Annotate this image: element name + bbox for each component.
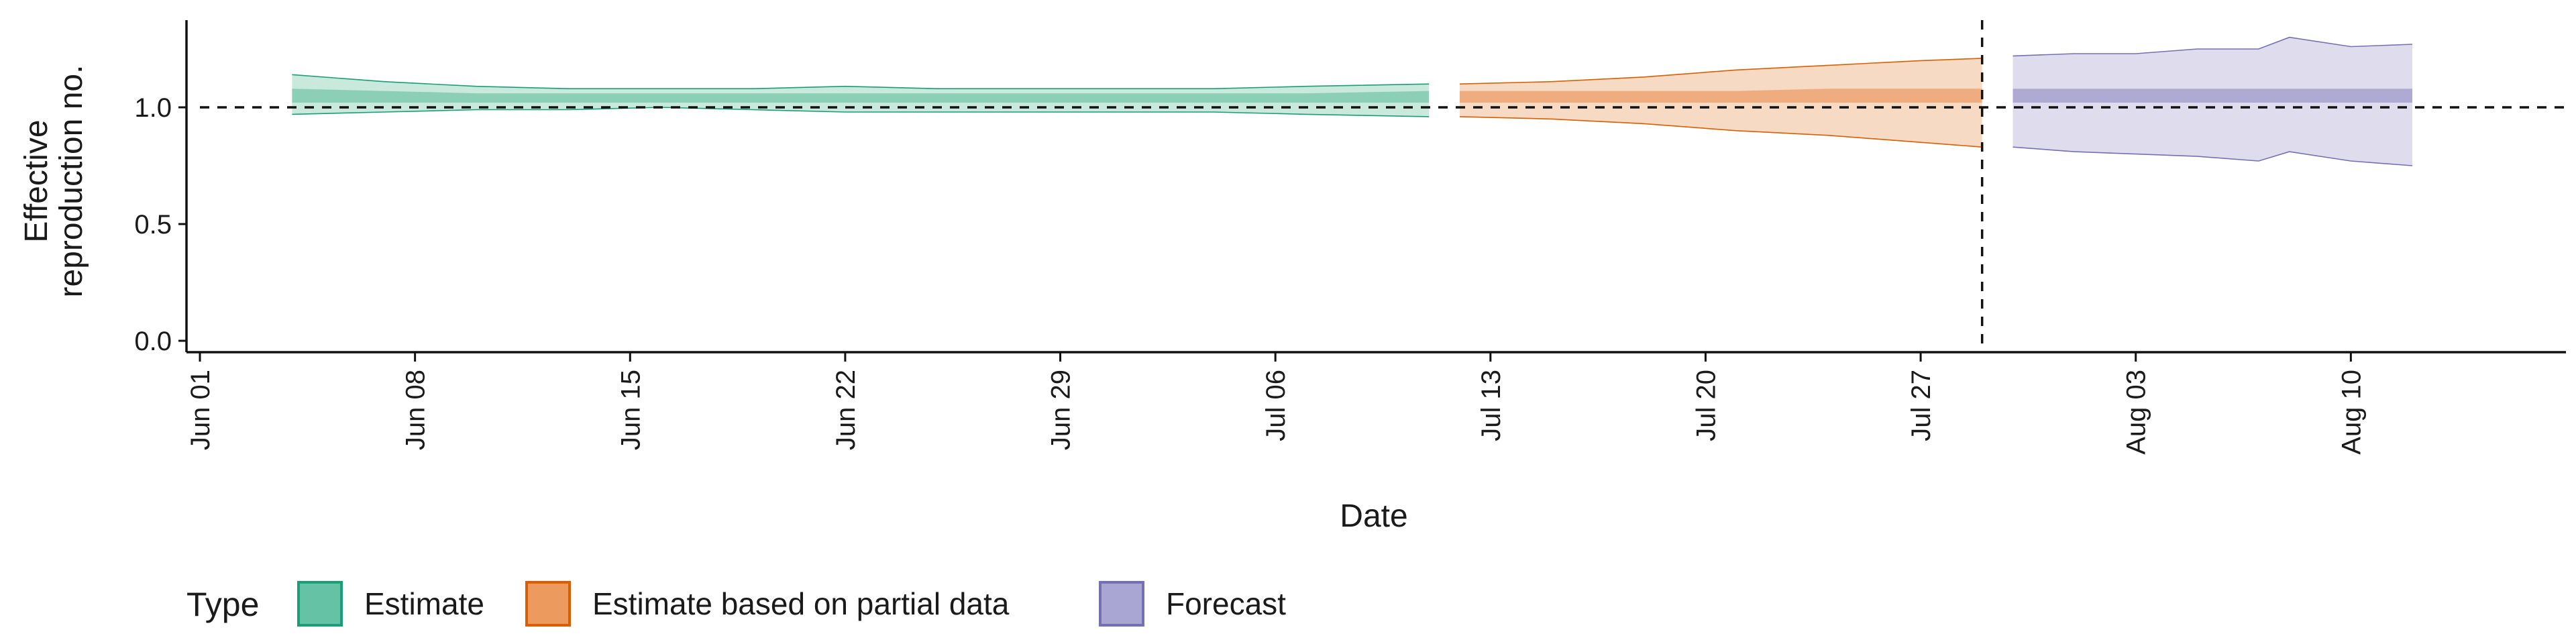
band-50-forecast [2012, 89, 2412, 103]
band-90-estimate-based-on-partial-data [1460, 58, 1982, 148]
legend-label: Forecast [1166, 586, 1286, 621]
legend-swatch [525, 581, 571, 627]
x-tick-label: Jun 15 [616, 370, 645, 450]
x-tick-label: Aug 10 [2337, 370, 2366, 455]
x-tick-label: Jun 22 [831, 370, 861, 450]
x-tick-label: Jun 29 [1046, 370, 1076, 450]
y-axis-title-line-1: Effective [19, 119, 54, 242]
legend-swatch [1099, 581, 1144, 627]
legend-item-estimate-based-on-partial-data: Estimate based on partial data [525, 581, 1010, 627]
legend-label: Estimate based on partial data [592, 586, 1010, 621]
upper-edge-forecast [2012, 36, 2413, 57]
band-50-estimate-based-on-partial-data [1460, 89, 1982, 103]
lower-edge-estimate-based-on-partial-data [1459, 116, 1982, 148]
x-tick-label: Jul 20 [1692, 370, 1721, 441]
legend-swatch [297, 581, 343, 627]
series-estimate-based-on-partial-data [1459, 58, 1982, 148]
x-tick-label: Jul 13 [1477, 370, 1506, 441]
series-bands [292, 36, 2413, 166]
upper-edge-estimate-based-on-partial-data [1459, 58, 1982, 85]
band-50-estimate [292, 89, 1430, 103]
x-tick-label: Jul 27 [1907, 370, 1936, 441]
legend-title: Type [186, 586, 259, 623]
reference-lines [200, 20, 2566, 352]
legend-label: Estimate [364, 586, 484, 621]
x-tick-label: Jun 08 [401, 370, 431, 450]
x-tick-label: Aug 03 [2122, 370, 2151, 455]
axes [178, 20, 2566, 362]
y-axis-title-line-2: reproduction no. [54, 65, 89, 298]
y-tick-label: 0.5 [134, 210, 172, 239]
x-tick-label: Jul 06 [1261, 370, 1291, 441]
x-tick-label: Jun 01 [186, 370, 215, 450]
y-axis-title: Effective reproduction no. [19, 65, 89, 298]
x-axis-title: Date [1340, 498, 1407, 534]
series-forecast [2012, 36, 2413, 166]
y-tick-label: 0.0 [134, 327, 172, 356]
series-estimate [292, 74, 1430, 117]
y-tick-label: 1.0 [134, 93, 172, 123]
tick-labels: 0.0 0.5 1.0 Jun 01 Jun 08 Jun 15 Jun 22 Jun 29 J… [134, 93, 2366, 455]
lower-edge-estimate [292, 107, 1430, 117]
legend: Type Estimate Estimate based on partial d… [186, 581, 1286, 627]
legend-item-estimate: Estimate [297, 581, 484, 627]
lower-edge-forecast [2012, 146, 2413, 166]
legend-item-forecast: Forecast [1099, 581, 1286, 627]
upper-edge-estimate [292, 74, 1430, 89]
